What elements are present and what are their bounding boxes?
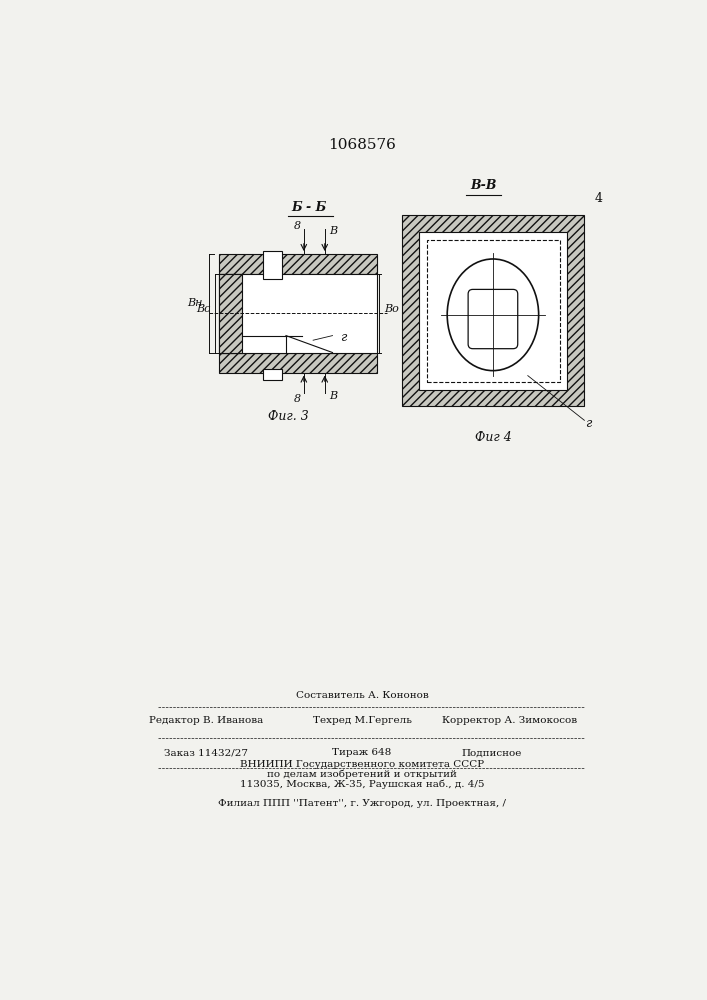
Text: В: В — [329, 226, 337, 236]
Bar — [218, 274, 242, 353]
Text: 113035, Москва, Ж-35, Раушская наб., д. 4/5: 113035, Москва, Ж-35, Раушская наб., д. … — [240, 780, 484, 789]
Text: Редактор В. Иванова: Редактор В. Иванова — [149, 716, 263, 725]
Text: В: В — [329, 391, 337, 401]
Bar — [419, 232, 567, 389]
Text: Б - Б: Б - Б — [291, 201, 327, 214]
Text: 1068576: 1068576 — [328, 138, 396, 152]
Bar — [427, 240, 559, 382]
Bar — [263, 251, 282, 279]
Text: Во: Во — [385, 304, 399, 314]
FancyBboxPatch shape — [468, 289, 518, 349]
Text: г: г — [585, 417, 592, 430]
Text: 8: 8 — [294, 394, 301, 404]
Text: Подписное: Подписное — [461, 748, 522, 757]
Bar — [218, 353, 378, 373]
Text: Тираж 648: Тираж 648 — [332, 748, 392, 757]
Text: Техред М.Гергель: Техред М.Гергель — [312, 716, 411, 725]
Ellipse shape — [448, 259, 539, 371]
Bar — [263, 369, 282, 380]
Bar — [402, 215, 585, 406]
Text: ВНИИПИ Государственного комитета СССР: ВНИИПИ Государственного комитета СССР — [240, 760, 484, 769]
Text: Филиал ППП ''Патент'', г. Ужгород, ул. Проектная, /: Филиал ППП ''Патент'', г. Ужгород, ул. П… — [218, 799, 506, 808]
Text: г: г — [340, 331, 346, 344]
Text: Вн: Вн — [187, 298, 203, 308]
Text: Заказ 11432/27: Заказ 11432/27 — [164, 748, 248, 757]
Text: Фиг 4: Фиг 4 — [474, 431, 511, 444]
Text: Фиг. 3: Фиг. 3 — [268, 410, 309, 423]
Bar — [218, 254, 378, 274]
Text: Составитель А. Кононов: Составитель А. Кононов — [296, 691, 428, 700]
Bar — [218, 274, 378, 353]
Text: 4: 4 — [595, 192, 602, 205]
Text: 8: 8 — [294, 221, 301, 231]
Text: Вс: Вс — [196, 304, 210, 314]
Text: В-В: В-В — [470, 179, 497, 192]
Text: Корректор А. Зимокосов: Корректор А. Зимокосов — [442, 716, 577, 725]
Text: по делам изобретений и открытий: по делам изобретений и открытий — [267, 770, 457, 779]
